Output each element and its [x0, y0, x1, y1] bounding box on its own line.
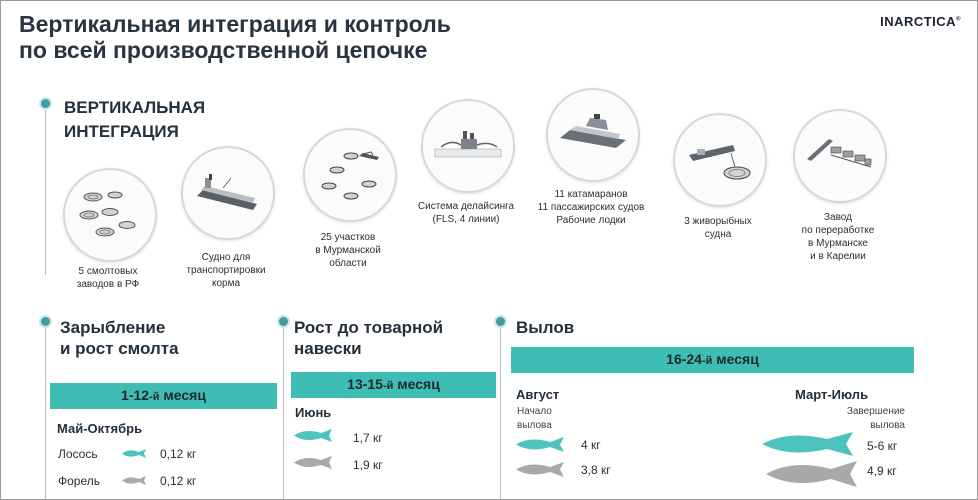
caption-line: по переработке	[801, 225, 875, 236]
stocking-title-line1: Зарыбление	[60, 318, 166, 337]
band-suffix: -й	[149, 391, 160, 403]
trout-smolt-weight: 0,12 кг	[160, 474, 197, 488]
harvest-month-band: 16-24-й месяц	[511, 347, 914, 373]
trout-harvest-end-weight: 4,9 кг	[867, 464, 897, 478]
harvest-start-note: Начало вылова	[517, 405, 552, 433]
inarctica-logo: INARCTICA®	[880, 14, 961, 29]
timeline-line-growth	[283, 323, 284, 499]
fish-farm-sites-icon	[303, 128, 397, 222]
salmon-harvest-start-weight: 4 кг	[581, 438, 601, 452]
band-suffix: -й	[701, 355, 713, 367]
logo-text: INARCTICA	[880, 14, 957, 29]
harvest-title: Вылов	[516, 318, 575, 337]
band-main: 13-15	[347, 376, 383, 392]
salmon-growth-icon	[294, 429, 332, 442]
timeline-dot-stocking	[39, 315, 52, 328]
caption-line: Система делайсинга	[417, 201, 515, 212]
salmon-harvest-end-weight: 5-6 кг	[867, 439, 898, 453]
caption-line: 5 смолтовых	[78, 266, 138, 277]
caption-line: 25 участков	[320, 232, 376, 243]
salmon-growth-weight: 1,7 кг	[353, 431, 383, 445]
salmon-smolt-icon	[122, 449, 146, 458]
processing-plant-icon	[793, 109, 887, 203]
caption-line: судна	[704, 229, 732, 240]
catamaran-icon	[546, 88, 640, 182]
caption-processing: Завод по переработке в Мурманске и в Кар…	[783, 211, 893, 263]
trout-harvest-start-icon	[516, 462, 564, 477]
salmon-label: Лосось	[58, 447, 98, 461]
growth-title-line1: Рост до товарной	[294, 318, 444, 337]
timeline-line-vi	[45, 105, 46, 275]
trout-harvest-start-weight: 3,8 кг	[581, 463, 611, 477]
wellboat-icon	[673, 113, 767, 207]
caption-line: 3 живорыбных	[684, 216, 752, 227]
caption-line: и в Карелии	[810, 251, 866, 262]
salmon-smolt-weight: 0,12 кг	[160, 447, 197, 461]
caption-line: заводов в РФ	[76, 279, 140, 290]
slide-title-line2: по всей производственной цепочке	[19, 37, 428, 63]
timeline-line-harvest	[500, 323, 501, 499]
caption-line: области	[329, 258, 367, 269]
caption-line: в Мурманске	[808, 238, 868, 249]
caption-line: Судно для	[201, 252, 251, 263]
stocking-month-band: 1-12-й месяц	[50, 383, 277, 409]
caption-line: 11 пассажирских судов	[537, 202, 645, 213]
band-main: 16-24	[666, 351, 702, 367]
note-line: вылова	[517, 420, 552, 431]
band-rest: месяц	[393, 376, 440, 392]
trout-smolt-icon	[122, 476, 146, 485]
band-rest: месяц	[712, 351, 759, 367]
trout-label: Форель	[58, 474, 100, 488]
stocking-title: Зарыбление и рост смолта	[60, 317, 179, 359]
band-rest: месяц	[159, 387, 206, 403]
harvest-end-note: Завершение вылова	[839, 405, 905, 433]
trout-growth-weight: 1,9 кг	[353, 458, 383, 472]
band-main: 1-12	[121, 387, 150, 403]
vi-title-line2: ИНТЕГРАЦИЯ	[64, 122, 179, 141]
caption-line: (FLS, 4 линии)	[432, 214, 500, 225]
caption-fish-farms: 25 участков в Мурманской области	[293, 231, 403, 270]
caption-line: 11 катамаранов	[554, 189, 628, 200]
growth-title-line2: навески	[294, 339, 362, 358]
vi-title-line1: ВЕРТИКАЛЬНАЯ	[64, 98, 206, 117]
growth-month-band: 13-15-й месяц	[291, 372, 496, 398]
timeline-dot-vi	[39, 97, 52, 110]
harvest-start-period: Август	[516, 387, 560, 402]
note-line: вылова	[870, 420, 905, 431]
band-suffix: -й	[382, 380, 394, 392]
caption-wellboat: 3 живорыбных судна	[663, 215, 773, 241]
growth-title: Рост до товарной навески	[294, 317, 443, 359]
growth-period: Июнь	[295, 405, 332, 420]
harvest-end-period: Март-Июль	[795, 387, 869, 402]
vertical-integration-title: ВЕРТИКАЛЬНАЯ ИНТЕГРАЦИЯ	[64, 96, 205, 144]
salmon-harvest-end-icon	[762, 432, 853, 456]
stocking-title-line2: и рост смолта	[60, 339, 179, 358]
caption-line: Завод	[824, 212, 852, 223]
delousing-system-icon	[421, 99, 515, 193]
caption-feed-ship: Судно для транспортировки корма	[171, 251, 281, 290]
smolt-plant-icon	[63, 168, 157, 262]
slide-title: Вертикальная интеграция и контроль по вс…	[19, 11, 579, 63]
logo-mark: ®	[956, 16, 961, 23]
caption-line: корма	[211, 278, 241, 289]
timeline-dot-harvest	[494, 315, 507, 328]
timeline-dot-growth	[277, 315, 290, 328]
timeline-line-stocking	[45, 323, 46, 499]
slide-title-line1: Вертикальная интеграция и контроль	[19, 11, 451, 37]
feed-ship-icon	[181, 146, 275, 240]
caption-line: Рабочие лодки	[556, 215, 626, 226]
caption-catamaran: 11 катамаранов 11 пассажирских судов Раб…	[529, 188, 653, 227]
trout-harvest-end-icon	[766, 461, 857, 487]
caption-line: в Мурманской	[315, 245, 381, 256]
trout-growth-icon	[294, 456, 332, 469]
note-line: Начало	[517, 406, 552, 417]
stocking-period: Май-Октябрь	[57, 421, 143, 436]
caption-smolt: 5 смолтовых заводов в РФ	[56, 265, 160, 291]
caption-line: транспортировки	[186, 265, 266, 276]
salmon-harvest-start-icon	[516, 437, 564, 452]
note-line: Завершение	[846, 406, 905, 417]
caption-delousing: Система делайсинга (FLS, 4 линии)	[411, 200, 521, 226]
